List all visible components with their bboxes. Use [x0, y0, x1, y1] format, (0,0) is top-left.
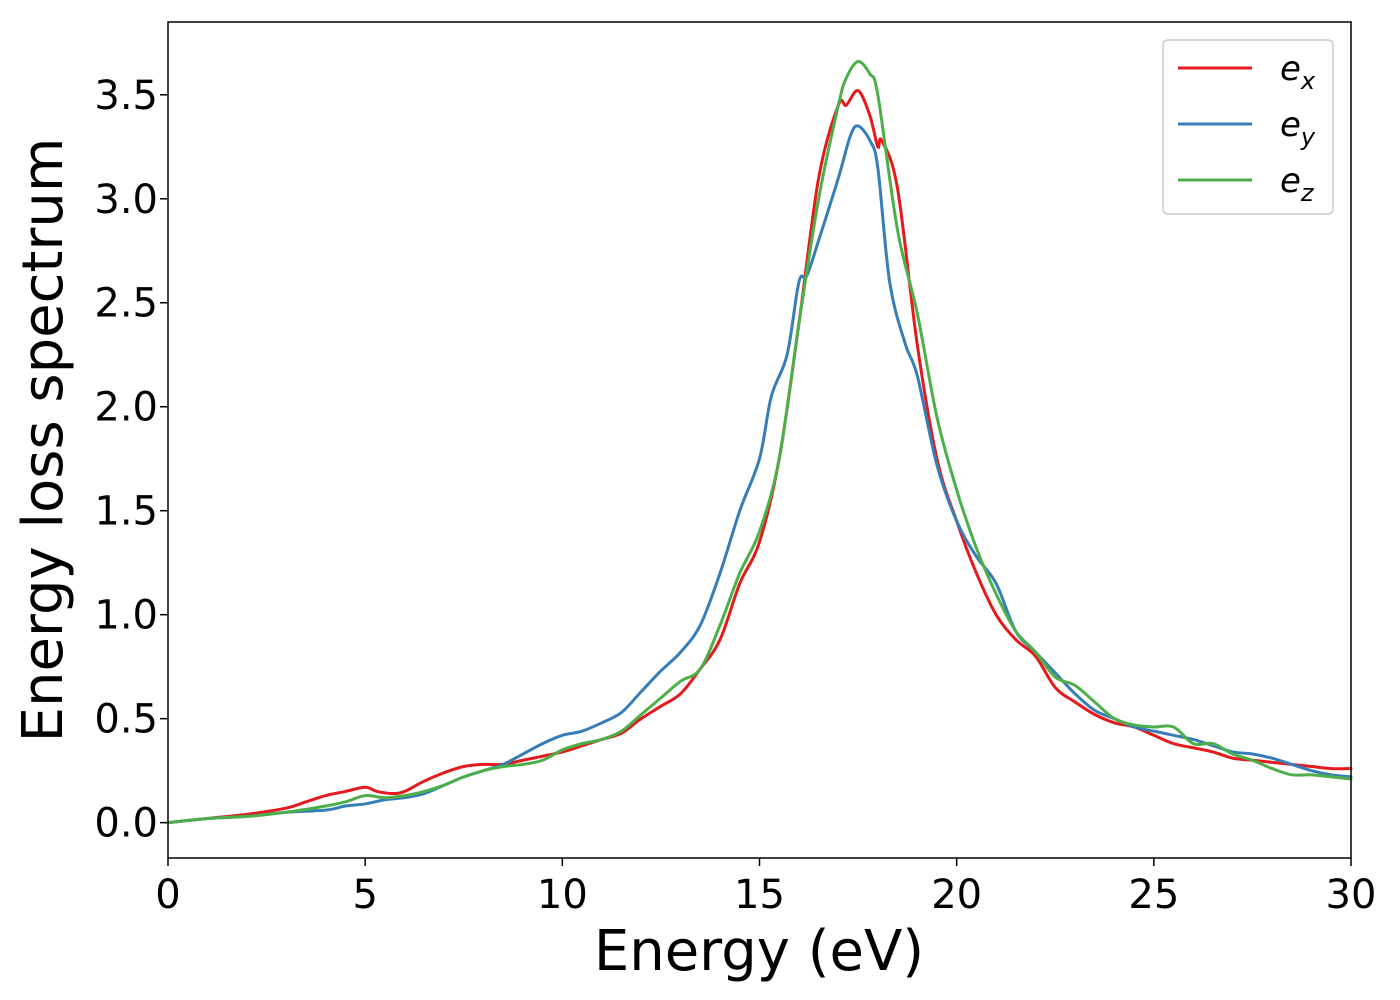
legend-label-base: e	[1280, 161, 1301, 201]
y-tick-label: 1.5	[94, 489, 158, 535]
y-tick-label: 2.5	[94, 281, 158, 327]
y-tick-label: 0.0	[94, 801, 158, 847]
y-axis-title: Energy loss spectrum	[11, 138, 76, 743]
x-tick-label: 10	[537, 872, 588, 918]
x-tick-label: 5	[352, 872, 377, 918]
y-tick-label: 0.5	[94, 697, 158, 743]
x-tick-label: 0	[155, 872, 180, 918]
legend-frame	[1162, 39, 1334, 215]
legend-label-e-x: ex	[1280, 49, 1316, 95]
series-layer	[166, 60, 1353, 825]
y-axis-ticks: 0.0 0.5 1.0 1.5 2.0 2.5 3.0 3.5	[94, 73, 168, 847]
x-axis-ticks: 0 5 10 15 20 25 30	[155, 858, 1376, 918]
x-tick-label: 20	[931, 872, 982, 918]
y-tick-label: 2.0	[94, 385, 158, 431]
legend-label-e-y: ey	[1280, 105, 1316, 151]
legend-label-subscript: x	[1300, 67, 1316, 95]
x-tick-label: 15	[734, 872, 785, 918]
x-tick-label: 30	[1326, 872, 1377, 918]
series-line-e-x	[166, 89, 1353, 825]
legend-label-e-z: ez	[1280, 161, 1315, 207]
series-line-e-z	[166, 60, 1353, 825]
legend-label-base: e	[1280, 49, 1301, 89]
y-tick-label: 3.5	[94, 73, 158, 119]
legend-label-subscript: y	[1300, 123, 1316, 151]
y-tick-label: 3.0	[94, 177, 158, 223]
x-tick-label: 25	[1128, 872, 1179, 918]
legend-label-subscript: z	[1300, 179, 1315, 207]
y-tick-label: 1.0	[94, 593, 158, 639]
legend-label-base: e	[1280, 105, 1301, 145]
x-axis-title: Energy (eV)	[594, 919, 924, 984]
